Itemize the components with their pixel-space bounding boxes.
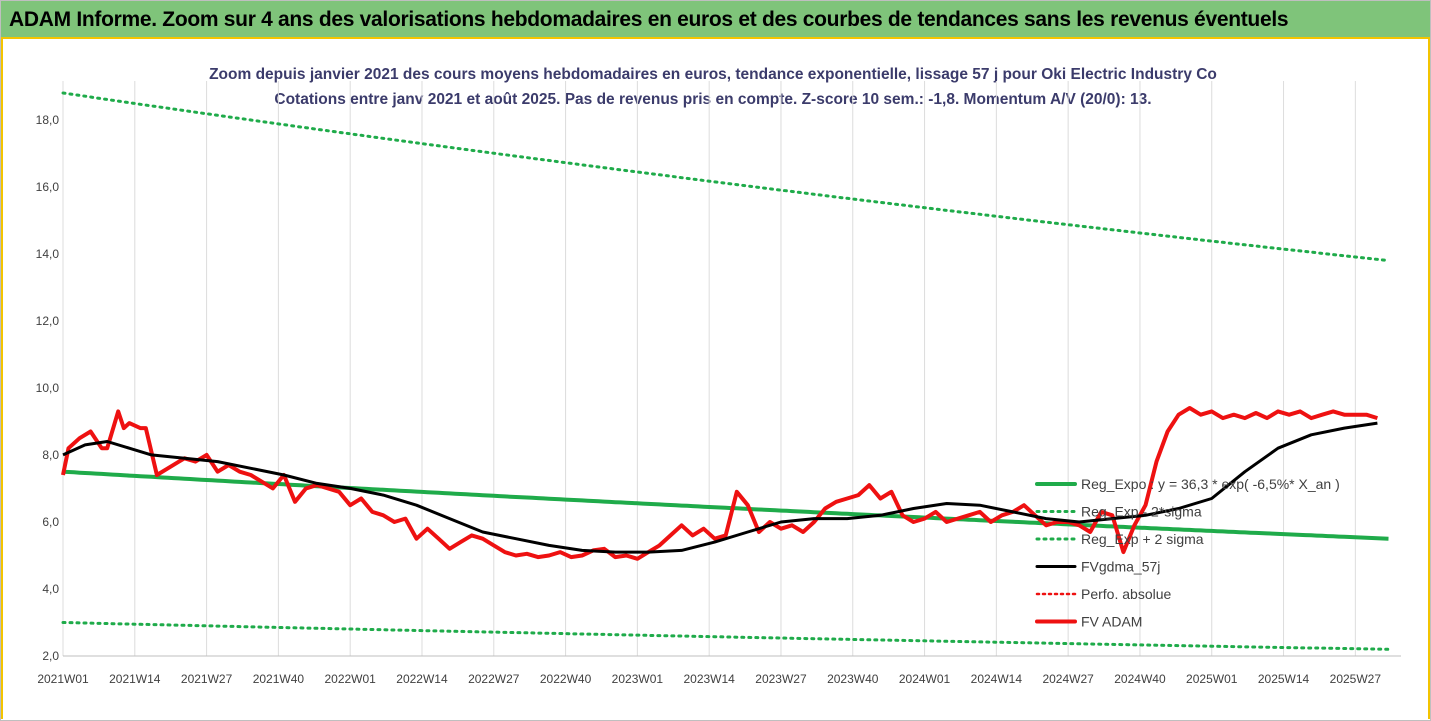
x-tick-label: 2024W27 [1042, 672, 1094, 686]
y-tick-label: 6,0 [42, 515, 59, 529]
series-fvgdma-57j [62, 421, 1378, 554]
chart-title: Zoom depuis janvier 2021 des cours moyen… [209, 66, 1217, 83]
legend-item-label: Reg_Expo : y = 36,3 * exp( -6,5%* X_an ) [1081, 476, 1340, 492]
y-tick-label: 12,0 [36, 314, 60, 328]
x-tick-label: 2023W27 [755, 672, 807, 686]
series-reg-plus-2sigma [61, 91, 1390, 263]
x-tick-label: 2022W14 [396, 672, 448, 686]
x-tick-label: 2022W27 [468, 672, 520, 686]
y-tick-label: 14,0 [36, 247, 60, 261]
legend-item-label: Perfo. absolue [1081, 586, 1171, 602]
x-tick-label: 2022W01 [324, 672, 376, 686]
x-tick-label: 2025W14 [1258, 672, 1310, 686]
x-tick-label: 2025W01 [1186, 672, 1238, 686]
x-tick-label: 2024W14 [971, 672, 1023, 686]
x-tick-label: 2024W40 [1114, 672, 1166, 686]
page-title: ADAM Informe. Zoom sur 4 ans des valoris… [9, 8, 1289, 31]
legend: Reg_Expo : y = 36,3 * exp( -6,5%* X_an )… [1035, 476, 1340, 630]
legend-item-label: Reg_Exp + 2 sigma [1081, 531, 1204, 547]
y-tick-label: 4,0 [42, 582, 59, 596]
legend-item-label: FVgdma_57j [1081, 559, 1160, 575]
x-tick-label: 2021W40 [253, 672, 305, 686]
x-tick-label: 2023W14 [683, 672, 735, 686]
x-tick-label: 2021W27 [181, 672, 233, 686]
series-reg-minus-2sigma [61, 621, 1390, 651]
y-tick-label: 10,0 [36, 381, 60, 395]
y-tick-label: 2,0 [42, 649, 59, 663]
x-tick-label: 2025W27 [1330, 672, 1382, 686]
chart-area: Zoom depuis janvier 2021 des cours moyen… [36, 66, 1401, 686]
series-layer [61, 91, 1390, 651]
y-tick-label: 16,0 [36, 180, 60, 194]
x-tick-label: 2022W40 [540, 672, 592, 686]
y-tick-label: 8,0 [42, 448, 59, 462]
frame-left [1, 39, 3, 719]
x-axis: 2021W01 2021W14 2021W27 2021W40 2022W01 2022W… [37, 655, 1401, 686]
y-axis: 2,0 4,0 6,0 8,0 10,0 12,0 14,0 16,0 18,0 [36, 113, 60, 663]
x-tick-label: 2024W01 [899, 672, 951, 686]
header-bar: ADAM Informe. Zoom sur 4 ans des valoris… [1, 1, 1430, 39]
x-tick-label: 2021W14 [109, 672, 161, 686]
x-tick-label: 2021W01 [37, 672, 89, 686]
frame-right [1428, 39, 1430, 719]
y-tick-label: 18,0 [36, 113, 60, 127]
x-tick-label: 2023W01 [612, 672, 664, 686]
legend-item-label: FV ADAM [1081, 614, 1142, 630]
series-fv-adam [61, 406, 1378, 561]
chart-subtitle: Cotations entre janv 2021 et août 2025. … [274, 91, 1151, 108]
x-tick-label: 2023W40 [827, 672, 879, 686]
legend-item-label: Reg_Exp - 2*sigma [1081, 504, 1202, 520]
series-reg-expo [62, 469, 1389, 541]
grid-lines [62, 81, 1356, 656]
